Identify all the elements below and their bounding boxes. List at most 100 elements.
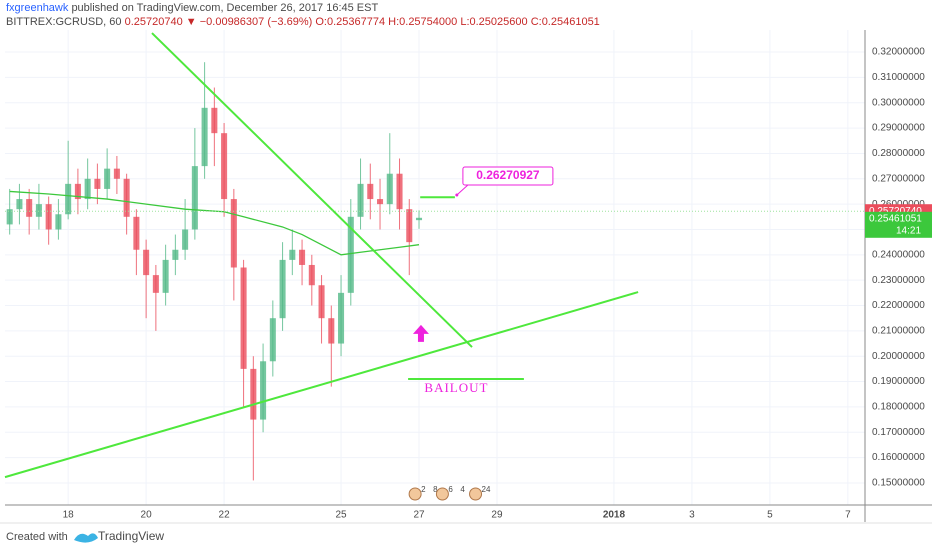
candle-body xyxy=(328,318,335,344)
y-tick-label: 0.22000000 xyxy=(872,300,925,311)
symbol: BITTREX:GCRUSD, 60 xyxy=(6,16,122,28)
callout-box xyxy=(462,166,554,186)
x-tick-label: 3 xyxy=(689,510,695,521)
candle-body xyxy=(377,199,384,205)
last-price-label: 0.25720740 xyxy=(869,206,922,217)
y-tick-label: 0.19000000 xyxy=(872,376,925,387)
logo xyxy=(74,533,98,543)
x-tick-label: 2018 xyxy=(603,510,626,521)
candle-body xyxy=(211,107,218,134)
candle-body xyxy=(182,229,189,250)
bailout-text: BAILOUT xyxy=(424,380,488,395)
close-price-box xyxy=(865,211,932,238)
x-tick-label: 5 xyxy=(767,510,773,521)
event-label: 4 xyxy=(460,485,465,494)
candle-body xyxy=(201,107,208,167)
candle-body xyxy=(269,318,276,362)
candle-body xyxy=(308,264,315,286)
candle-body xyxy=(74,183,81,200)
candle-body xyxy=(318,285,325,319)
candle-body xyxy=(240,267,247,369)
callout-anchor xyxy=(455,193,459,197)
candle-body xyxy=(386,173,393,205)
y-tick-label: 0.17000000 xyxy=(872,427,925,438)
candle-body xyxy=(347,216,354,293)
trendline xyxy=(4,291,639,479)
x-tick-label: 18 xyxy=(63,510,75,521)
x-tick-label: 27 xyxy=(413,510,425,521)
y-tick-label: 0.27000000 xyxy=(872,173,925,184)
plot: 0.26270927 BAILOUT 2 8 6 4 24 xyxy=(4,30,865,505)
candle-body xyxy=(162,259,169,293)
x-tick-label: 29 xyxy=(491,510,503,521)
candle-body xyxy=(172,249,179,260)
event-flag xyxy=(469,487,483,501)
up-arrow xyxy=(412,324,429,342)
low: L:0.25025600 xyxy=(460,16,527,28)
trendline xyxy=(151,32,473,348)
event-flag xyxy=(435,487,449,501)
event-label: 24 xyxy=(482,485,491,494)
open: O:0.25367774 xyxy=(315,16,385,28)
x-tick-label: 25 xyxy=(335,510,347,521)
candle-body xyxy=(406,209,413,243)
y-tick-label: 0.23000000 xyxy=(872,275,925,286)
callout-text: 0.26270927 xyxy=(476,168,540,182)
candle-body xyxy=(84,178,91,200)
x-tick-label: 20 xyxy=(141,510,153,521)
y-tick-label: 0.24000000 xyxy=(872,249,925,260)
candle-body xyxy=(94,178,101,189)
candle-body xyxy=(35,204,42,217)
candle-body xyxy=(6,209,13,225)
event-flag xyxy=(408,487,422,501)
candle-body xyxy=(289,249,296,260)
candle-body xyxy=(338,292,345,344)
candle-body xyxy=(104,168,111,189)
x-tick-label: 22 xyxy=(219,510,231,521)
author[interactable]: fxgreenhawk xyxy=(6,2,69,14)
candle-body xyxy=(152,275,159,293)
event-label: 6 xyxy=(448,485,453,494)
footer-created: Created with xyxy=(6,531,68,543)
countdown-label: 14:21 xyxy=(896,225,921,236)
candle-body xyxy=(45,204,52,230)
candle-body xyxy=(123,178,130,217)
candle-body xyxy=(191,166,198,230)
y-tick-label: 0.18000000 xyxy=(872,402,925,413)
candle-body xyxy=(415,217,423,221)
candle-body xyxy=(16,199,23,210)
event-label: 8 xyxy=(433,485,438,494)
y-tick-label: 0.29000000 xyxy=(872,123,925,134)
x-tick-label: 7 xyxy=(845,510,851,521)
footer-brand[interactable]: TradingView xyxy=(98,529,164,543)
close: C:0.25461051 xyxy=(531,16,600,28)
candle-body xyxy=(367,183,374,200)
candle-body xyxy=(279,259,286,319)
y-tick-label: 0.28000000 xyxy=(872,148,925,159)
y-tick-label: 0.20000000 xyxy=(872,351,925,362)
candle-body xyxy=(65,183,72,215)
candle-body xyxy=(299,249,306,265)
event-label: 2 xyxy=(421,485,426,494)
candle-body xyxy=(357,183,364,217)
candle-body xyxy=(55,214,62,230)
candle-body xyxy=(396,173,403,210)
y-tick-label: 0.30000000 xyxy=(872,97,925,108)
candle-body xyxy=(133,216,140,250)
change: −0.00986307 (−3.69%) xyxy=(200,16,313,28)
y-tick-label: 0.15000000 xyxy=(872,478,925,489)
close-price-label: 0.25461051 xyxy=(869,213,922,224)
candle-body xyxy=(221,133,228,200)
candle-body xyxy=(143,249,150,276)
y-tick-label: 0.21000000 xyxy=(872,326,925,337)
arrow: ▼ xyxy=(186,16,197,28)
callout-pointer xyxy=(456,184,469,196)
candle-body xyxy=(250,368,257,420)
candle-body xyxy=(113,168,120,179)
high: H:0.25754000 xyxy=(388,16,457,28)
candle-body xyxy=(26,199,33,217)
y-tick-label: 0.31000000 xyxy=(872,72,925,83)
published: published on TradingView.com, December 2… xyxy=(71,2,378,14)
